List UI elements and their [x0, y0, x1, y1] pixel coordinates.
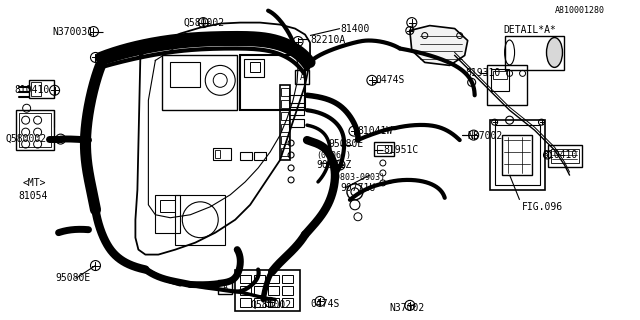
- Text: 810410: 810410: [15, 85, 50, 95]
- Bar: [495, 125, 540, 185]
- Bar: [282, 275, 293, 284]
- Ellipse shape: [547, 37, 563, 68]
- Bar: [240, 152, 252, 160]
- Text: 81054: 81054: [19, 191, 48, 201]
- Text: A: A: [223, 283, 228, 292]
- Bar: [289, 119, 304, 127]
- Bar: [240, 286, 251, 295]
- Bar: [295, 70, 309, 84]
- Bar: [281, 112, 289, 120]
- Bar: [163, 55, 237, 110]
- Bar: [552, 149, 579, 163]
- Bar: [170, 62, 200, 87]
- Text: 819310: 819310: [466, 68, 501, 78]
- Bar: [281, 124, 289, 132]
- Text: Q580002: Q580002: [6, 134, 47, 144]
- Text: 95080E: 95080E: [56, 274, 91, 284]
- Bar: [374, 142, 394, 156]
- Bar: [213, 148, 231, 160]
- Bar: [19, 113, 51, 147]
- Bar: [377, 145, 391, 153]
- Bar: [289, 95, 304, 103]
- Bar: [29, 80, 54, 98]
- Bar: [15, 110, 54, 150]
- Bar: [281, 136, 289, 144]
- Bar: [254, 298, 265, 307]
- Bar: [240, 298, 251, 307]
- Bar: [281, 148, 289, 156]
- Text: 90771U: 90771U: [340, 183, 375, 193]
- Text: 81400: 81400: [340, 24, 369, 34]
- Bar: [250, 62, 260, 72]
- Bar: [175, 195, 225, 244]
- Text: N37002: N37002: [390, 303, 425, 313]
- Text: 0474S: 0474S: [310, 300, 339, 309]
- Text: N37002: N37002: [468, 131, 503, 141]
- Text: 810410: 810410: [543, 150, 578, 160]
- Bar: [218, 280, 232, 294]
- Bar: [289, 107, 304, 115]
- Bar: [235, 269, 300, 311]
- Text: FIG.096: FIG.096: [522, 202, 563, 212]
- Text: 0474S: 0474S: [375, 75, 404, 85]
- Bar: [491, 69, 509, 91]
- Text: 81041W: 81041W: [357, 126, 392, 136]
- Bar: [244, 60, 264, 77]
- Bar: [282, 286, 293, 295]
- Bar: [254, 152, 266, 160]
- Bar: [240, 55, 305, 110]
- Bar: [282, 298, 293, 307]
- Text: N370031: N370031: [52, 27, 93, 36]
- Text: 95080E: 95080E: [328, 139, 364, 149]
- Bar: [281, 100, 289, 108]
- Bar: [486, 65, 527, 105]
- Bar: [254, 275, 265, 284]
- Text: Q580002: Q580002: [250, 300, 291, 309]
- Text: Q580002: Q580002: [183, 18, 225, 28]
- Bar: [156, 195, 180, 233]
- Bar: [502, 135, 532, 175]
- Text: (0806-): (0806-): [316, 150, 351, 160]
- Bar: [161, 200, 175, 212]
- Text: 81951C: 81951C: [384, 145, 419, 155]
- Bar: [240, 275, 251, 284]
- Bar: [268, 286, 279, 295]
- Bar: [254, 286, 265, 295]
- Polygon shape: [410, 26, 468, 65]
- Bar: [268, 275, 279, 284]
- Bar: [281, 88, 289, 96]
- Text: A: A: [300, 73, 305, 82]
- Bar: [31, 82, 40, 96]
- Text: (0803-0903): (0803-0903): [330, 173, 385, 182]
- Text: 90371Z: 90371Z: [316, 160, 351, 170]
- Bar: [493, 71, 507, 79]
- Bar: [504, 36, 564, 70]
- Text: DETAIL*A*: DETAIL*A*: [504, 25, 556, 35]
- Text: A810001280: A810001280: [554, 6, 605, 15]
- Text: <MT>: <MT>: [22, 178, 46, 188]
- Bar: [215, 150, 220, 158]
- Bar: [268, 298, 279, 307]
- Bar: [280, 85, 290, 160]
- Bar: [490, 120, 545, 190]
- Bar: [547, 145, 582, 167]
- Text: 82210A: 82210A: [310, 35, 345, 44]
